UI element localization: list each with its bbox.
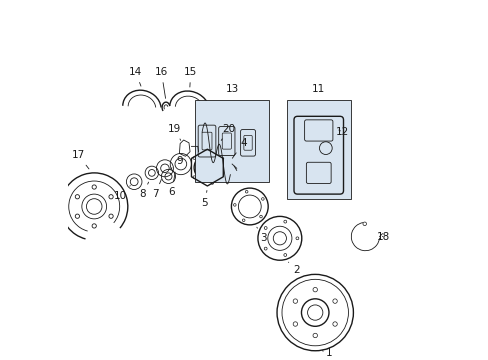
Text: 15: 15	[184, 67, 197, 87]
Text: 16: 16	[155, 67, 168, 98]
Text: 13: 13	[225, 84, 238, 94]
Bar	[195, 100, 269, 182]
Bar	[286, 100, 350, 199]
Text: 2: 2	[288, 262, 300, 275]
Text: 4: 4	[232, 138, 246, 158]
Text: 17: 17	[72, 150, 89, 169]
Text: 6: 6	[168, 172, 175, 197]
Text: 9: 9	[170, 156, 183, 169]
Text: 5: 5	[201, 190, 208, 208]
Text: 12: 12	[335, 127, 349, 137]
Text: 1: 1	[322, 348, 332, 358]
Text: 10: 10	[113, 186, 130, 201]
Text: 19: 19	[168, 124, 181, 140]
Text: 20: 20	[221, 124, 235, 140]
Text: 7: 7	[152, 179, 161, 199]
Text: 14: 14	[129, 67, 142, 86]
Text: 11: 11	[311, 84, 325, 94]
Text: 8: 8	[139, 182, 148, 199]
Text: 18: 18	[376, 231, 389, 242]
Text: 3: 3	[256, 227, 267, 243]
